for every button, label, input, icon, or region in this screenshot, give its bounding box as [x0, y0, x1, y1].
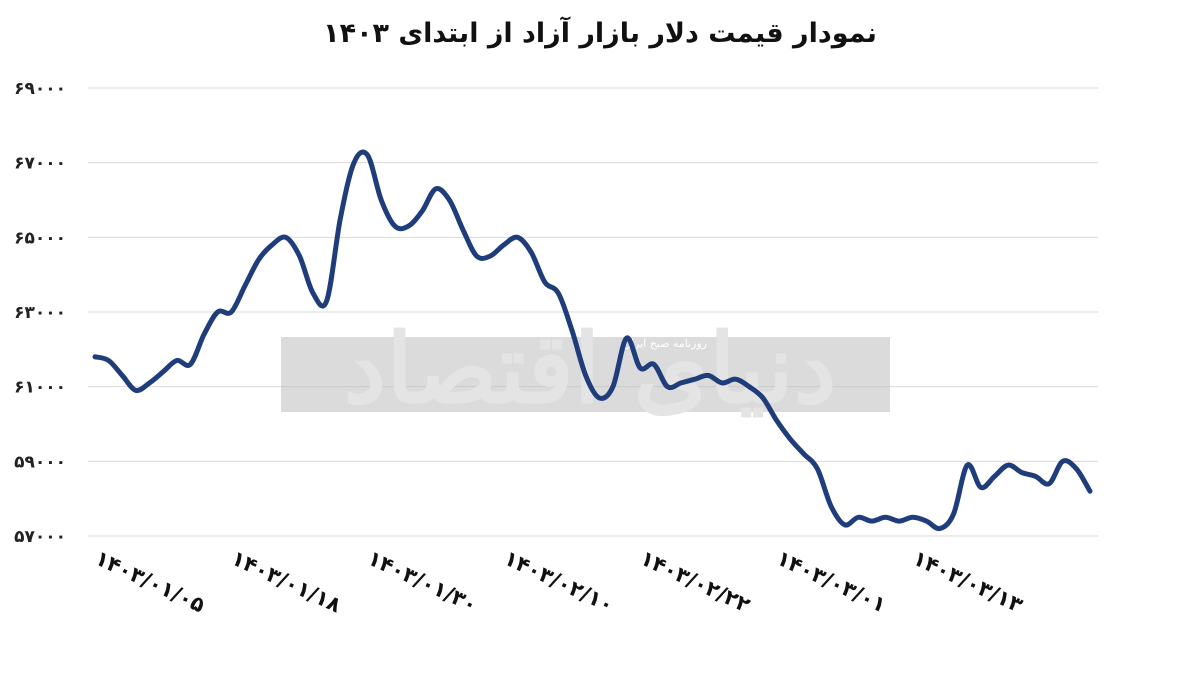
- x-tick-label: ۱۴۰۳/۰۲/۱۰: [500, 546, 617, 618]
- y-tick-label: ۶۹۰۰۰: [14, 79, 66, 99]
- watermark-subtext: روزنامه صبح ایران: [623, 337, 707, 350]
- price-line: [92, 149, 1093, 532]
- y-tick-label: ۶۳۰۰۰: [14, 303, 66, 323]
- y-tick-label: ۶۱۰۰۰: [14, 378, 66, 398]
- x-tick-label: ۱۴۰۳/۰۱/۰۵: [91, 546, 208, 618]
- x-tick-label: ۱۴۰۳/۰۲/۲۲: [637, 546, 754, 618]
- x-tick-label: ۱۴۰۳/۰۱/۳۰: [364, 546, 481, 618]
- series-layer: [92, 149, 1093, 532]
- x-tick-label: ۱۴۰۳/۰۳/۰۱: [773, 546, 890, 618]
- x-axis: ۱۴۰۳/۰۱/۰۵ ۱۴۰۳/۰۱/۱۸ ۱۴۰۳/۰۱/۳۰ ۱۴۰۳/۰۲/۱۰…: [91, 546, 1026, 618]
- y-tick-label: ۶۵۰۰۰: [14, 228, 66, 248]
- y-axis: ۶۹۰۰۰ ۶۷۰۰۰ ۶۵۰۰۰ ۶۳۰۰۰ ۶۱۰۰۰ ۵۹۰۰۰ ۵۷۰۰۰: [14, 79, 66, 547]
- watermark: دنیای اقتصاد روزنامه صبح ایران: [281, 312, 890, 425]
- y-tick-label: ۵۹۰۰۰: [14, 452, 66, 472]
- x-tick-label: ۱۴۰۳/۰۳/۱۳: [909, 546, 1026, 618]
- y-tick-label: ۵۷۰۰۰: [14, 527, 66, 547]
- gridlines: [88, 87, 1098, 537]
- y-tick-label: ۶۷۰۰۰: [14, 154, 66, 174]
- x-tick-label: ۱۴۰۳/۰۱/۱۸: [228, 546, 345, 618]
- chart-title: نمودار قیمت دلار بازار آزاد از ابتدای ۱۴…: [323, 18, 877, 49]
- watermark-text: دنیای اقتصاد: [343, 312, 836, 425]
